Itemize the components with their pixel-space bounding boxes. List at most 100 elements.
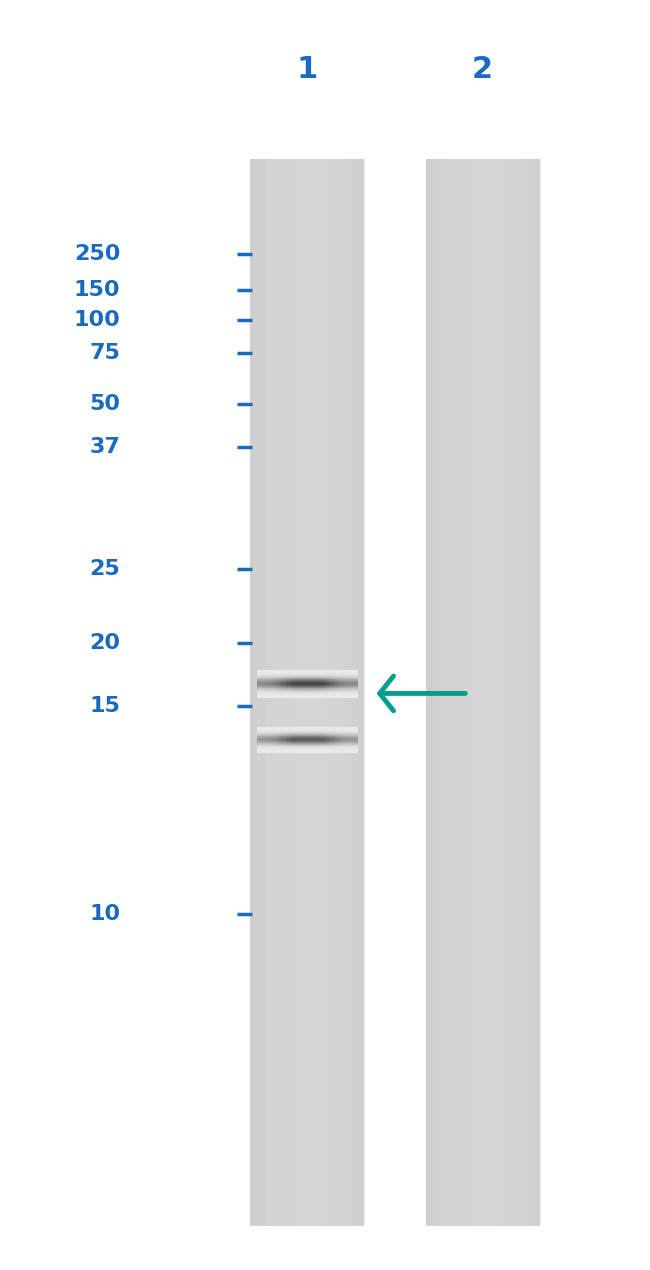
Text: 50: 50 — [89, 394, 120, 414]
Bar — [486, 159, 489, 1226]
Bar — [263, 159, 266, 1226]
Bar — [292, 159, 295, 1226]
Bar — [281, 159, 283, 1226]
Bar — [525, 159, 527, 1226]
Bar — [502, 159, 504, 1226]
Bar — [313, 159, 316, 1226]
Bar — [494, 159, 497, 1226]
Bar — [339, 159, 343, 1226]
Bar — [430, 159, 432, 1226]
Bar — [462, 159, 465, 1226]
Text: 2: 2 — [472, 56, 493, 84]
Bar — [428, 159, 430, 1226]
Bar — [498, 159, 501, 1226]
Bar — [337, 159, 341, 1226]
Bar — [481, 159, 484, 1226]
Bar — [523, 159, 525, 1226]
Bar — [335, 159, 339, 1226]
Bar — [515, 159, 518, 1226]
Bar — [471, 159, 474, 1226]
Bar — [445, 159, 448, 1226]
Bar — [345, 159, 348, 1226]
Bar — [254, 159, 257, 1226]
Bar — [269, 159, 272, 1226]
Bar — [261, 159, 265, 1226]
Bar — [356, 159, 359, 1226]
Bar — [351, 159, 354, 1226]
Text: 100: 100 — [73, 310, 120, 330]
Text: 1: 1 — [296, 56, 318, 84]
Bar — [311, 159, 314, 1226]
Bar — [490, 159, 493, 1226]
Bar — [473, 159, 476, 1226]
Bar — [482, 159, 486, 1226]
Bar — [521, 159, 523, 1226]
Text: 75: 75 — [90, 343, 120, 363]
Bar — [275, 159, 278, 1226]
Bar — [258, 159, 261, 1226]
Bar — [536, 159, 539, 1226]
Bar — [298, 159, 300, 1226]
Bar — [332, 159, 335, 1226]
Bar — [271, 159, 274, 1226]
Bar — [347, 159, 350, 1226]
Bar — [479, 159, 482, 1226]
Bar — [469, 159, 473, 1226]
Bar — [317, 159, 320, 1226]
Bar — [290, 159, 293, 1226]
Bar — [349, 159, 352, 1226]
Text: 15: 15 — [90, 696, 120, 716]
Bar — [436, 159, 438, 1226]
Bar — [283, 159, 285, 1226]
Bar — [513, 159, 516, 1226]
Bar — [362, 159, 365, 1226]
Bar — [496, 159, 499, 1226]
Bar — [517, 159, 519, 1226]
Bar — [432, 159, 434, 1226]
Bar — [250, 159, 364, 1226]
Bar — [352, 159, 356, 1226]
Text: 250: 250 — [74, 244, 120, 264]
Bar — [294, 159, 297, 1226]
Bar — [252, 159, 255, 1226]
Bar — [534, 159, 537, 1226]
Bar — [538, 159, 541, 1226]
Bar — [463, 159, 467, 1226]
Bar — [360, 159, 363, 1226]
Bar — [504, 159, 506, 1226]
Bar — [267, 159, 270, 1226]
Bar — [322, 159, 325, 1226]
Bar — [475, 159, 478, 1226]
Bar — [447, 159, 450, 1226]
Bar — [285, 159, 287, 1226]
Bar — [426, 159, 428, 1226]
Bar — [500, 159, 502, 1226]
Text: 20: 20 — [89, 632, 120, 653]
Bar — [358, 159, 361, 1226]
Bar — [302, 159, 304, 1226]
Bar — [441, 159, 444, 1226]
Bar — [439, 159, 442, 1226]
Bar — [265, 159, 268, 1226]
Bar — [309, 159, 312, 1226]
Bar — [320, 159, 323, 1226]
Bar — [426, 159, 540, 1226]
Bar — [454, 159, 457, 1226]
Bar — [450, 159, 453, 1226]
Text: 150: 150 — [73, 279, 120, 300]
Bar — [341, 159, 344, 1226]
Bar — [343, 159, 346, 1226]
Bar — [506, 159, 508, 1226]
Bar — [458, 159, 461, 1226]
Bar — [530, 159, 533, 1226]
Bar — [315, 159, 318, 1226]
Bar — [324, 159, 327, 1226]
Bar — [354, 159, 358, 1226]
Bar — [330, 159, 333, 1226]
Bar — [532, 159, 535, 1226]
Bar — [277, 159, 280, 1226]
Text: 25: 25 — [90, 559, 120, 579]
Bar — [326, 159, 329, 1226]
Bar — [507, 159, 510, 1226]
Bar — [304, 159, 306, 1226]
